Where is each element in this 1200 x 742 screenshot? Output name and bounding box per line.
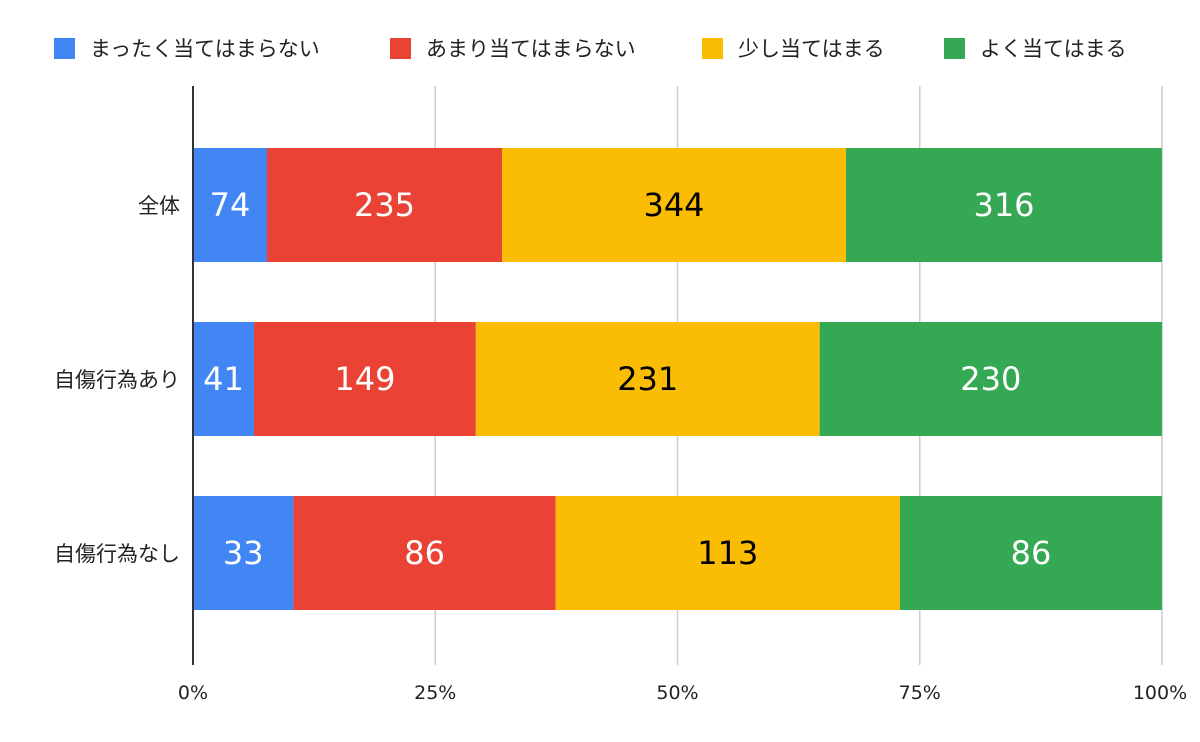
- x-tick-label: 75%: [899, 682, 941, 704]
- legend-swatch: [944, 38, 965, 59]
- legend-label: あまり当てはまらない: [426, 37, 636, 61]
- legend-item-series-3: 少し当てはまる: [702, 37, 885, 61]
- category-label: 自傷行為あり: [54, 368, 180, 392]
- data-label: 86: [404, 534, 445, 572]
- axis: 0% 25% 50% 75% 100%: [178, 86, 1187, 704]
- bar-row: 74 235 344 316: [193, 148, 1162, 262]
- bar-segment-series-3: [555, 496, 900, 610]
- legend-label: まったく当てはまらない: [90, 37, 320, 61]
- bar-segment-series-4: [846, 148, 1162, 262]
- chart-legend: まったく当てはまらない あまり当てはまらない 少し当てはまる よく当てはまる: [54, 37, 1127, 61]
- data-label: 149: [334, 360, 395, 398]
- bar-segment-series-1: [193, 496, 294, 610]
- bar-segment-series-1: [193, 148, 267, 262]
- bar-row: 33 86 113 86: [193, 496, 1162, 610]
- data-label: 74: [210, 186, 251, 224]
- legend-item-series-1: まったく当てはまらない: [54, 37, 320, 61]
- data-label: 231: [617, 360, 678, 398]
- bar-segment-series-2: [267, 148, 502, 262]
- bar-row: 41 149 231 230: [193, 322, 1162, 436]
- data-label: 113: [697, 534, 758, 572]
- data-label: 230: [960, 360, 1021, 398]
- x-tick-label: 100%: [1133, 682, 1187, 704]
- x-tick-label: 0%: [178, 682, 208, 704]
- legend-swatch: [702, 38, 723, 59]
- bar-segment-series-4: [899, 496, 1162, 610]
- x-tick-label: 50%: [656, 682, 698, 704]
- bars: 74 235 344 316 全体 41 149 231 230 自傷行為あり 33 86 113 86 自…: [54, 148, 1162, 610]
- data-label: 316: [973, 186, 1034, 224]
- category-label: 自傷行為なし: [54, 542, 180, 566]
- data-label: 86: [1011, 534, 1052, 572]
- bar-segment-series-1: [193, 322, 255, 436]
- data-label: 41: [203, 360, 244, 398]
- x-tick-label: 25%: [414, 682, 456, 704]
- bar-segment-series-3: [502, 148, 846, 262]
- legend-item-series-4: よく当てはまる: [944, 37, 1127, 61]
- bar-segment-series-2: [254, 322, 476, 436]
- legend-swatch: [54, 38, 75, 59]
- legend-item-series-2: あまり当てはまらない: [390, 37, 636, 61]
- data-label: 235: [354, 186, 415, 224]
- bar-segment-series-3: [475, 322, 820, 436]
- legend-label: 少し当てはまる: [738, 37, 885, 61]
- data-label: 33: [223, 534, 264, 572]
- data-label: 344: [643, 186, 704, 224]
- bar-segment-series-4: [819, 322, 1162, 436]
- legend-swatch: [390, 38, 411, 59]
- category-label: 全体: [138, 194, 180, 218]
- bar-segment-series-2: [293, 496, 556, 610]
- legend-label: よく当てはまる: [980, 37, 1127, 61]
